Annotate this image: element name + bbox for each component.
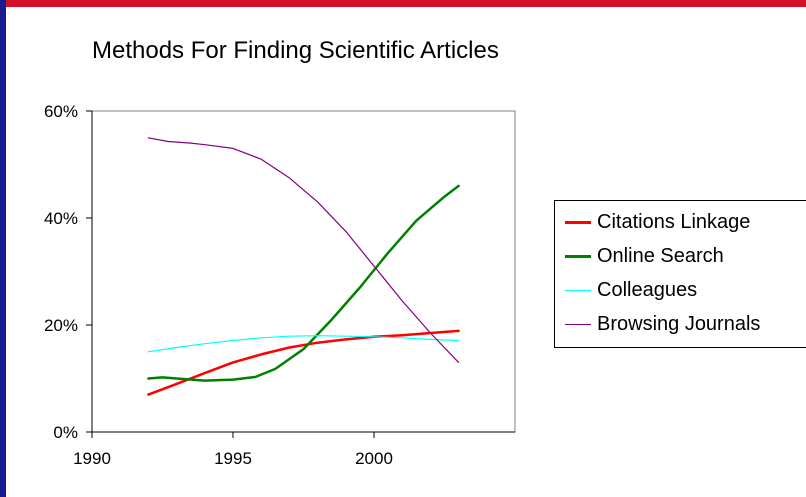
series-line-online-search (147, 184, 460, 382)
legend-item-browsing-journals: Browsing Journals (565, 307, 760, 341)
legend-swatch-browsing-journals (565, 323, 591, 325)
line-chart: 0% 20% 40% 60% 1990 1995 2000 (44, 102, 516, 468)
chart-panel: Methods For Finding Scientific Articles … (6, 7, 806, 497)
legend-swatch-colleagues (565, 289, 591, 291)
legend-swatch-citations-linkage (565, 220, 591, 224)
legend-item-citations-linkage: Citations Linkage (565, 205, 750, 239)
plot-area-border (91, 110, 516, 433)
y-tick-label: 0% (53, 423, 78, 442)
legend-label-online-search: Online Search (597, 244, 724, 267)
chart-title: Methods For Finding Scientific Articles (92, 37, 499, 64)
series-line-browsing-journals (147, 137, 460, 363)
legend-label-colleagues: Colleagues (597, 278, 698, 301)
chart-legend: Citations Linkage Online Search Colleagu… (554, 200, 806, 348)
x-tick-label: 2000 (355, 449, 393, 468)
y-tick-label: 40% (44, 209, 78, 228)
legend-label-citations-linkage: Citations Linkage (597, 210, 751, 233)
series-line-colleagues (147, 335, 460, 353)
y-tick-label: 60% (44, 102, 78, 121)
series-line-citations-linkage (147, 329, 460, 396)
legend-label-browsing-journals: Browsing Journals (597, 312, 761, 335)
legend-item-online-search: Online Search (565, 239, 724, 273)
top-border-bar (0, 0, 806, 7)
x-tick-label: 1990 (73, 449, 111, 468)
legend-swatch-online-search (565, 254, 591, 258)
y-tick-label: 20% (44, 316, 78, 335)
x-tick-label: 1995 (214, 449, 252, 468)
left-border-bar (0, 0, 6, 497)
legend-item-colleagues: Colleagues (565, 273, 697, 307)
